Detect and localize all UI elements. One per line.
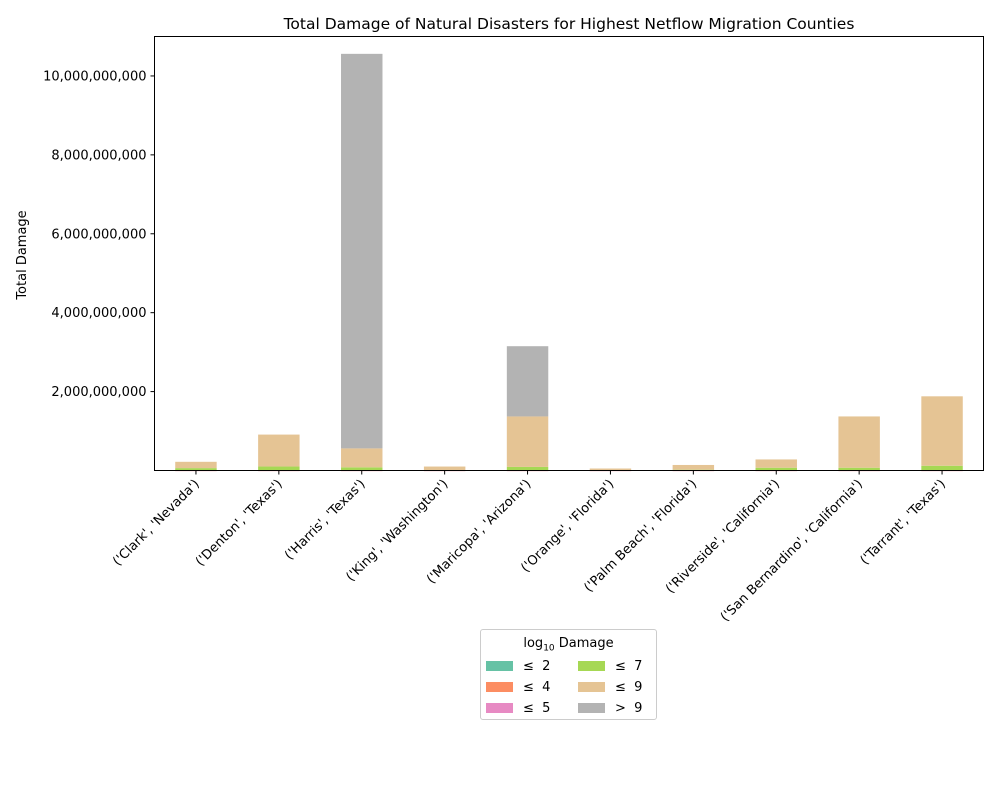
legend-label: ≤ 5 — [523, 700, 551, 716]
bar-segment — [175, 468, 217, 471]
bar-segment — [838, 467, 880, 471]
bar-segment — [506, 466, 549, 471]
bar-segment — [175, 461, 217, 469]
x-axis-ticks: ('Clark', 'Nevada')('Denton', 'Texas')('… — [110, 470, 949, 625]
plot-frame — [154, 36, 984, 471]
legend-swatch — [486, 661, 513, 671]
legend-label: ≤ 9 — [615, 679, 643, 695]
bar-segment — [506, 346, 549, 417]
legend-swatch — [578, 682, 605, 692]
y-tick-label: 4,000,000,000 — [51, 306, 146, 321]
bar-segment — [672, 464, 715, 470]
y-tick-label: 10,000,000,000 — [43, 69, 146, 84]
legend-swatch — [578, 661, 605, 671]
legend-item: > 9 — [578, 700, 642, 716]
bar-segment — [755, 467, 797, 471]
bar-segment — [258, 466, 300, 471]
legend-swatch — [578, 703, 605, 713]
y-axis-ticks: 2,000,000,000 4,000,000,000 6,000,000,000 8… — [43, 69, 155, 400]
x-tick-label: ('Orange', 'Florida') — [518, 477, 617, 576]
legend-item: ≤ 9 — [578, 679, 642, 695]
chart-title: Total Damage of Natural Disasters for Hi… — [283, 15, 855, 33]
y-tick-label: 2,000,000,000 — [51, 385, 146, 400]
bar-segment — [589, 468, 632, 471]
legend-label: ≤ 4 — [523, 679, 551, 695]
x-tick-label: ('Harris', 'Texas') — [282, 477, 368, 563]
legend-label: ≤ 2 — [523, 658, 551, 674]
bar-segment — [341, 448, 383, 468]
bar-segment — [755, 459, 797, 468]
legend-item: ≤ 7 — [578, 658, 642, 674]
y-axis-label: Total Damage — [15, 210, 30, 300]
bar-segment — [506, 416, 549, 467]
bar-segment — [341, 53, 383, 449]
legend-item: ≤ 4 — [486, 679, 550, 695]
bar-segment — [258, 434, 300, 467]
legend-label: > 9 — [615, 700, 643, 716]
bar-segment — [838, 416, 880, 468]
bars-group — [175, 53, 963, 472]
x-tick-label: ('San Bernardino', 'California') — [718, 477, 866, 625]
x-tick-label: ('Denton', 'Texas') — [193, 477, 286, 570]
x-tick-label: ('Tarrant', 'Texas') — [858, 477, 949, 568]
legend-swatch — [486, 703, 513, 713]
legend-item: ≤ 5 — [486, 700, 550, 716]
y-tick-label: 6,000,000,000 — [51, 227, 146, 242]
y-tick-label: 8,000,000,000 — [51, 148, 146, 163]
legend: log10 Damage ≤ 2 ≤ 4 ≤ 5 ≤ 7 ≤ 9 > 9 — [480, 629, 657, 720]
bar-segment — [423, 466, 466, 471]
legend-item: ≤ 2 — [486, 658, 550, 674]
bar-segment — [921, 465, 963, 471]
x-tick-label: ('Clark', 'Nevada') — [110, 477, 203, 570]
legend-swatch — [486, 682, 513, 692]
legend-title: log10 Damage — [523, 636, 614, 654]
bar-segment — [341, 467, 383, 471]
legend-label: ≤ 7 — [615, 658, 643, 674]
bar-segment — [921, 396, 963, 466]
